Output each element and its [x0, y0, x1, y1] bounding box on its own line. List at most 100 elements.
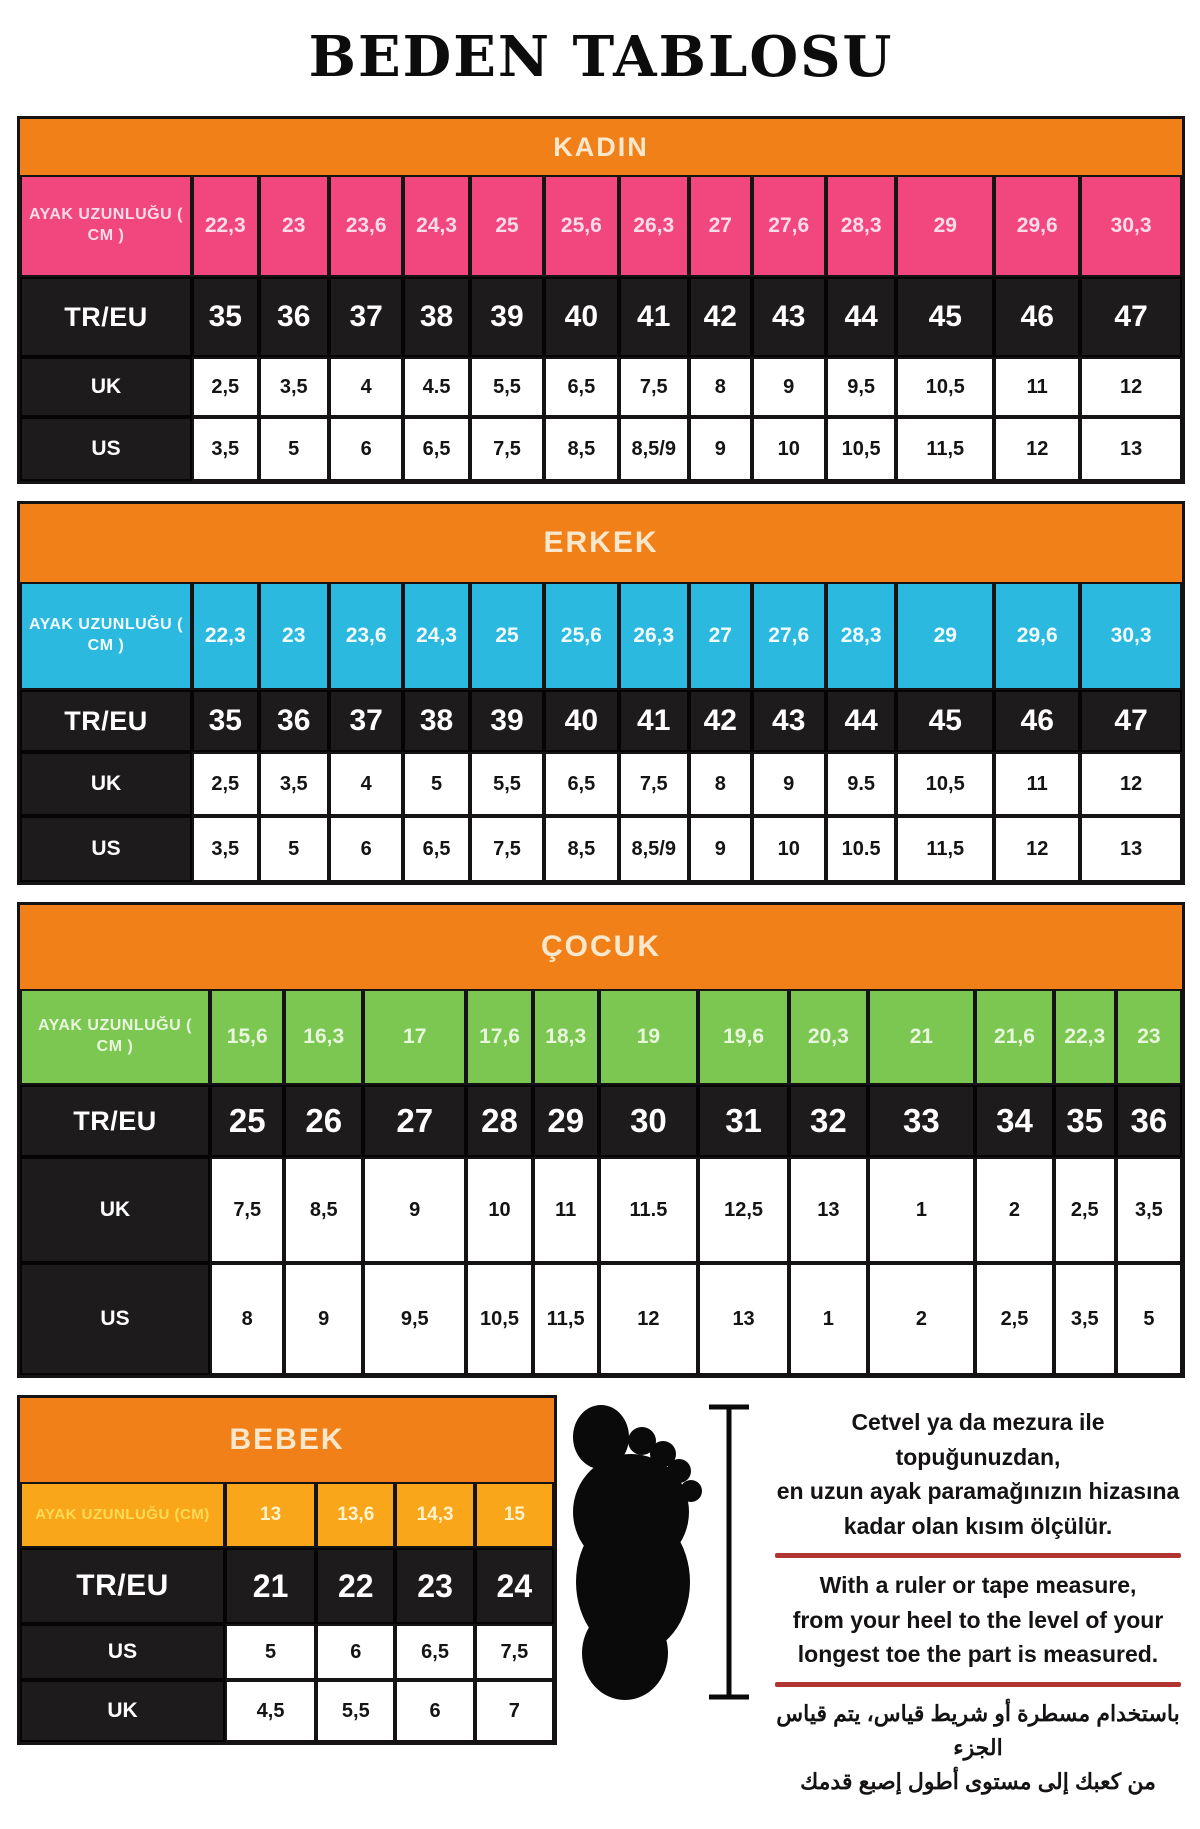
turkish-instruction-line: Cetvel ya da mezura ile topuğunuzdan,	[851, 1409, 1105, 1470]
cocuk-uk-value: 3,5	[1115, 1157, 1182, 1263]
erkek-tr-eu-value: 42	[688, 690, 752, 752]
bebek-table: BEBEK AYAK UZUNLUĞU (CM) 13 13,6 14,3 15 TR…	[17, 1395, 557, 1745]
cocuk-tr-eu-value: 33	[867, 1085, 976, 1157]
erkek-tr-eu-row: TR/EU 35 36 37 38 39 40 41 42 43 44 45 46 47	[20, 690, 1182, 752]
erkek-foot-length-value: 26,3	[618, 582, 689, 690]
kadin-foot-length-value: 26,3	[618, 175, 689, 277]
erkek-us-value: 5	[258, 816, 329, 882]
kadin-foot-length-value: 24,3	[403, 175, 470, 277]
divider-rule-top	[775, 1553, 1181, 1558]
bebek-tr-eu-value: 22	[316, 1548, 396, 1624]
cocuk-foot-length-value: 18,3	[532, 989, 599, 1085]
bebek-foot-length-value: 14,3	[395, 1482, 475, 1548]
erkek-uk-value: 3,5	[258, 752, 329, 816]
measurement-instructions: Cetvel ya da mezura ile topuğunuzdan, en …	[771, 1395, 1185, 1799]
cocuk-tr-eu-value: 32	[789, 1085, 868, 1157]
bebek-uk-value: 4,5	[225, 1680, 317, 1742]
kadin-foot-length-value: 25	[469, 175, 545, 277]
cocuk-tr-eu-value: 29	[532, 1085, 599, 1157]
bebek-uk-value: 5,5	[316, 1680, 396, 1742]
kadin-tr-eu-value: 41	[618, 277, 689, 357]
bebek-tr-eu-value: 24	[474, 1548, 554, 1624]
erkek-us-value: 10	[751, 816, 826, 882]
cocuk-tr-eu-value: 36	[1115, 1085, 1182, 1157]
erkek-tr-eu-value: 47	[1080, 690, 1182, 752]
turkish-instruction-line: kadar olan kısım ölçülür.	[843, 1512, 1113, 1539]
cocuk-uk-value: 2	[975, 1157, 1054, 1263]
erkek-us-value: 6	[328, 816, 404, 882]
kadin-tr-eu-value: 40	[544, 277, 619, 357]
bebek-tr-eu-value: 21	[225, 1548, 317, 1624]
cocuk-foot-length-value: 15,6	[210, 989, 285, 1085]
cocuk-uk-value: 7,5	[210, 1157, 285, 1263]
erkek-foot-length-value: 29	[896, 582, 995, 690]
erkek-uk-value: 4	[328, 752, 404, 816]
cocuk-uk-label: UK	[20, 1157, 210, 1263]
erkek-foot-length-value: 22,3	[192, 582, 259, 690]
erkek-uk-value: 8	[688, 752, 752, 816]
kadin-us-value: 12	[994, 417, 1081, 481]
cocuk-us-value: 12	[598, 1263, 699, 1375]
cocuk-tr-eu-value: 27	[363, 1085, 467, 1157]
kadin-table-title: KADIN	[20, 119, 1182, 175]
kadin-foot-length-value: 30,3	[1080, 175, 1182, 277]
kadin-tr-eu-value: 35	[192, 277, 259, 357]
erkek-us-value: 13	[1080, 816, 1182, 882]
erkek-foot-length-value: 23	[258, 582, 329, 690]
erkek-tr-eu-value: 40	[544, 690, 619, 752]
bebek-us-value: 7,5	[474, 1624, 554, 1680]
arabic-instruction-line: باستخدام مسطرة أو شريط قياس، يتم قياس ال…	[776, 1700, 1180, 1760]
erkek-foot-length-row: AYAK UZUNLUĞU ( CM ) 22,3 23 23,6 24,3 25 25,…	[20, 582, 1182, 690]
cocuk-tr-eu-label: TR/EU	[20, 1085, 210, 1157]
kadin-us-value: 6	[328, 417, 404, 481]
kadin-tr-eu-value: 42	[688, 277, 752, 357]
cocuk-us-value: 9	[284, 1263, 364, 1375]
cocuk-foot-length-value: 16,3	[284, 989, 364, 1085]
erkek-tr-eu-value: 41	[618, 690, 689, 752]
kadin-uk-value: 3,5	[258, 357, 329, 417]
measurement-line-icon	[709, 1404, 749, 1700]
instructions-turkish: Cetvel ya da mezura ile topuğunuzdan, en …	[771, 1405, 1185, 1543]
erkek-foot-length-value: 25	[469, 582, 545, 690]
kadin-uk-value: 2,5	[192, 357, 259, 417]
erkek-uk-value: 7,5	[618, 752, 689, 816]
cocuk-uk-value: 11.5	[598, 1157, 699, 1263]
bebek-table-title: BEBEK	[20, 1398, 554, 1482]
bebek-foot-length-label: AYAK UZUNLUĞU (CM)	[20, 1482, 225, 1548]
english-instruction-line: from your heel to the level of your	[792, 1606, 1164, 1633]
cocuk-foot-length-value: 17,6	[466, 989, 533, 1085]
cocuk-uk-value: 2,5	[1053, 1157, 1116, 1263]
cocuk-foot-length-value: 23	[1115, 989, 1182, 1085]
kadin-uk-value: 9,5	[825, 357, 897, 417]
kadin-foot-length-value: 27	[688, 175, 752, 277]
cocuk-foot-length-value: 22,3	[1053, 989, 1116, 1085]
erkek-uk-value: 5,5	[469, 752, 545, 816]
kadin-us-value: 10,5	[825, 417, 897, 481]
cocuk-us-value: 5	[1115, 1263, 1182, 1375]
kadin-tr-eu-value: 46	[994, 277, 1081, 357]
kadin-uk-value: 8	[688, 357, 752, 417]
erkek-tr-eu-value: 46	[994, 690, 1081, 752]
kadin-us-value: 8,5	[544, 417, 619, 481]
kadin-us-value: 11,5	[896, 417, 995, 481]
erkek-us-value: 6,5	[403, 816, 470, 882]
erkek-tr-eu-value: 37	[328, 690, 404, 752]
kadin-tr-eu-value: 38	[403, 277, 470, 357]
arabic-instruction-line: من كعبك إلى مستوى أطول إصبع قدمك	[800, 1768, 1156, 1794]
cocuk-foot-length-value: 19	[598, 989, 699, 1085]
kadin-tr-eu-value: 43	[751, 277, 826, 357]
bebek-uk-label: UK	[20, 1680, 225, 1742]
kadin-uk-value: 6,5	[544, 357, 619, 417]
kadin-foot-length-value: 22,3	[192, 175, 259, 277]
bebek-us-value: 6	[316, 1624, 396, 1680]
kadin-tr-eu-value: 39	[469, 277, 545, 357]
cocuk-tr-eu-value: 30	[598, 1085, 699, 1157]
kadin-foot-length-value: 23	[258, 175, 329, 277]
kadin-tr-eu-label: TR/EU	[20, 277, 192, 357]
cocuk-uk-value: 9	[363, 1157, 467, 1263]
kadin-us-value: 10	[751, 417, 826, 481]
bebek-tr-eu-value: 23	[395, 1548, 475, 1624]
kadin-us-value: 9	[688, 417, 752, 481]
instructions-arabic: باستخدام مسطرة أو شريط قياس، يتم قياس ال…	[771, 1697, 1185, 1799]
